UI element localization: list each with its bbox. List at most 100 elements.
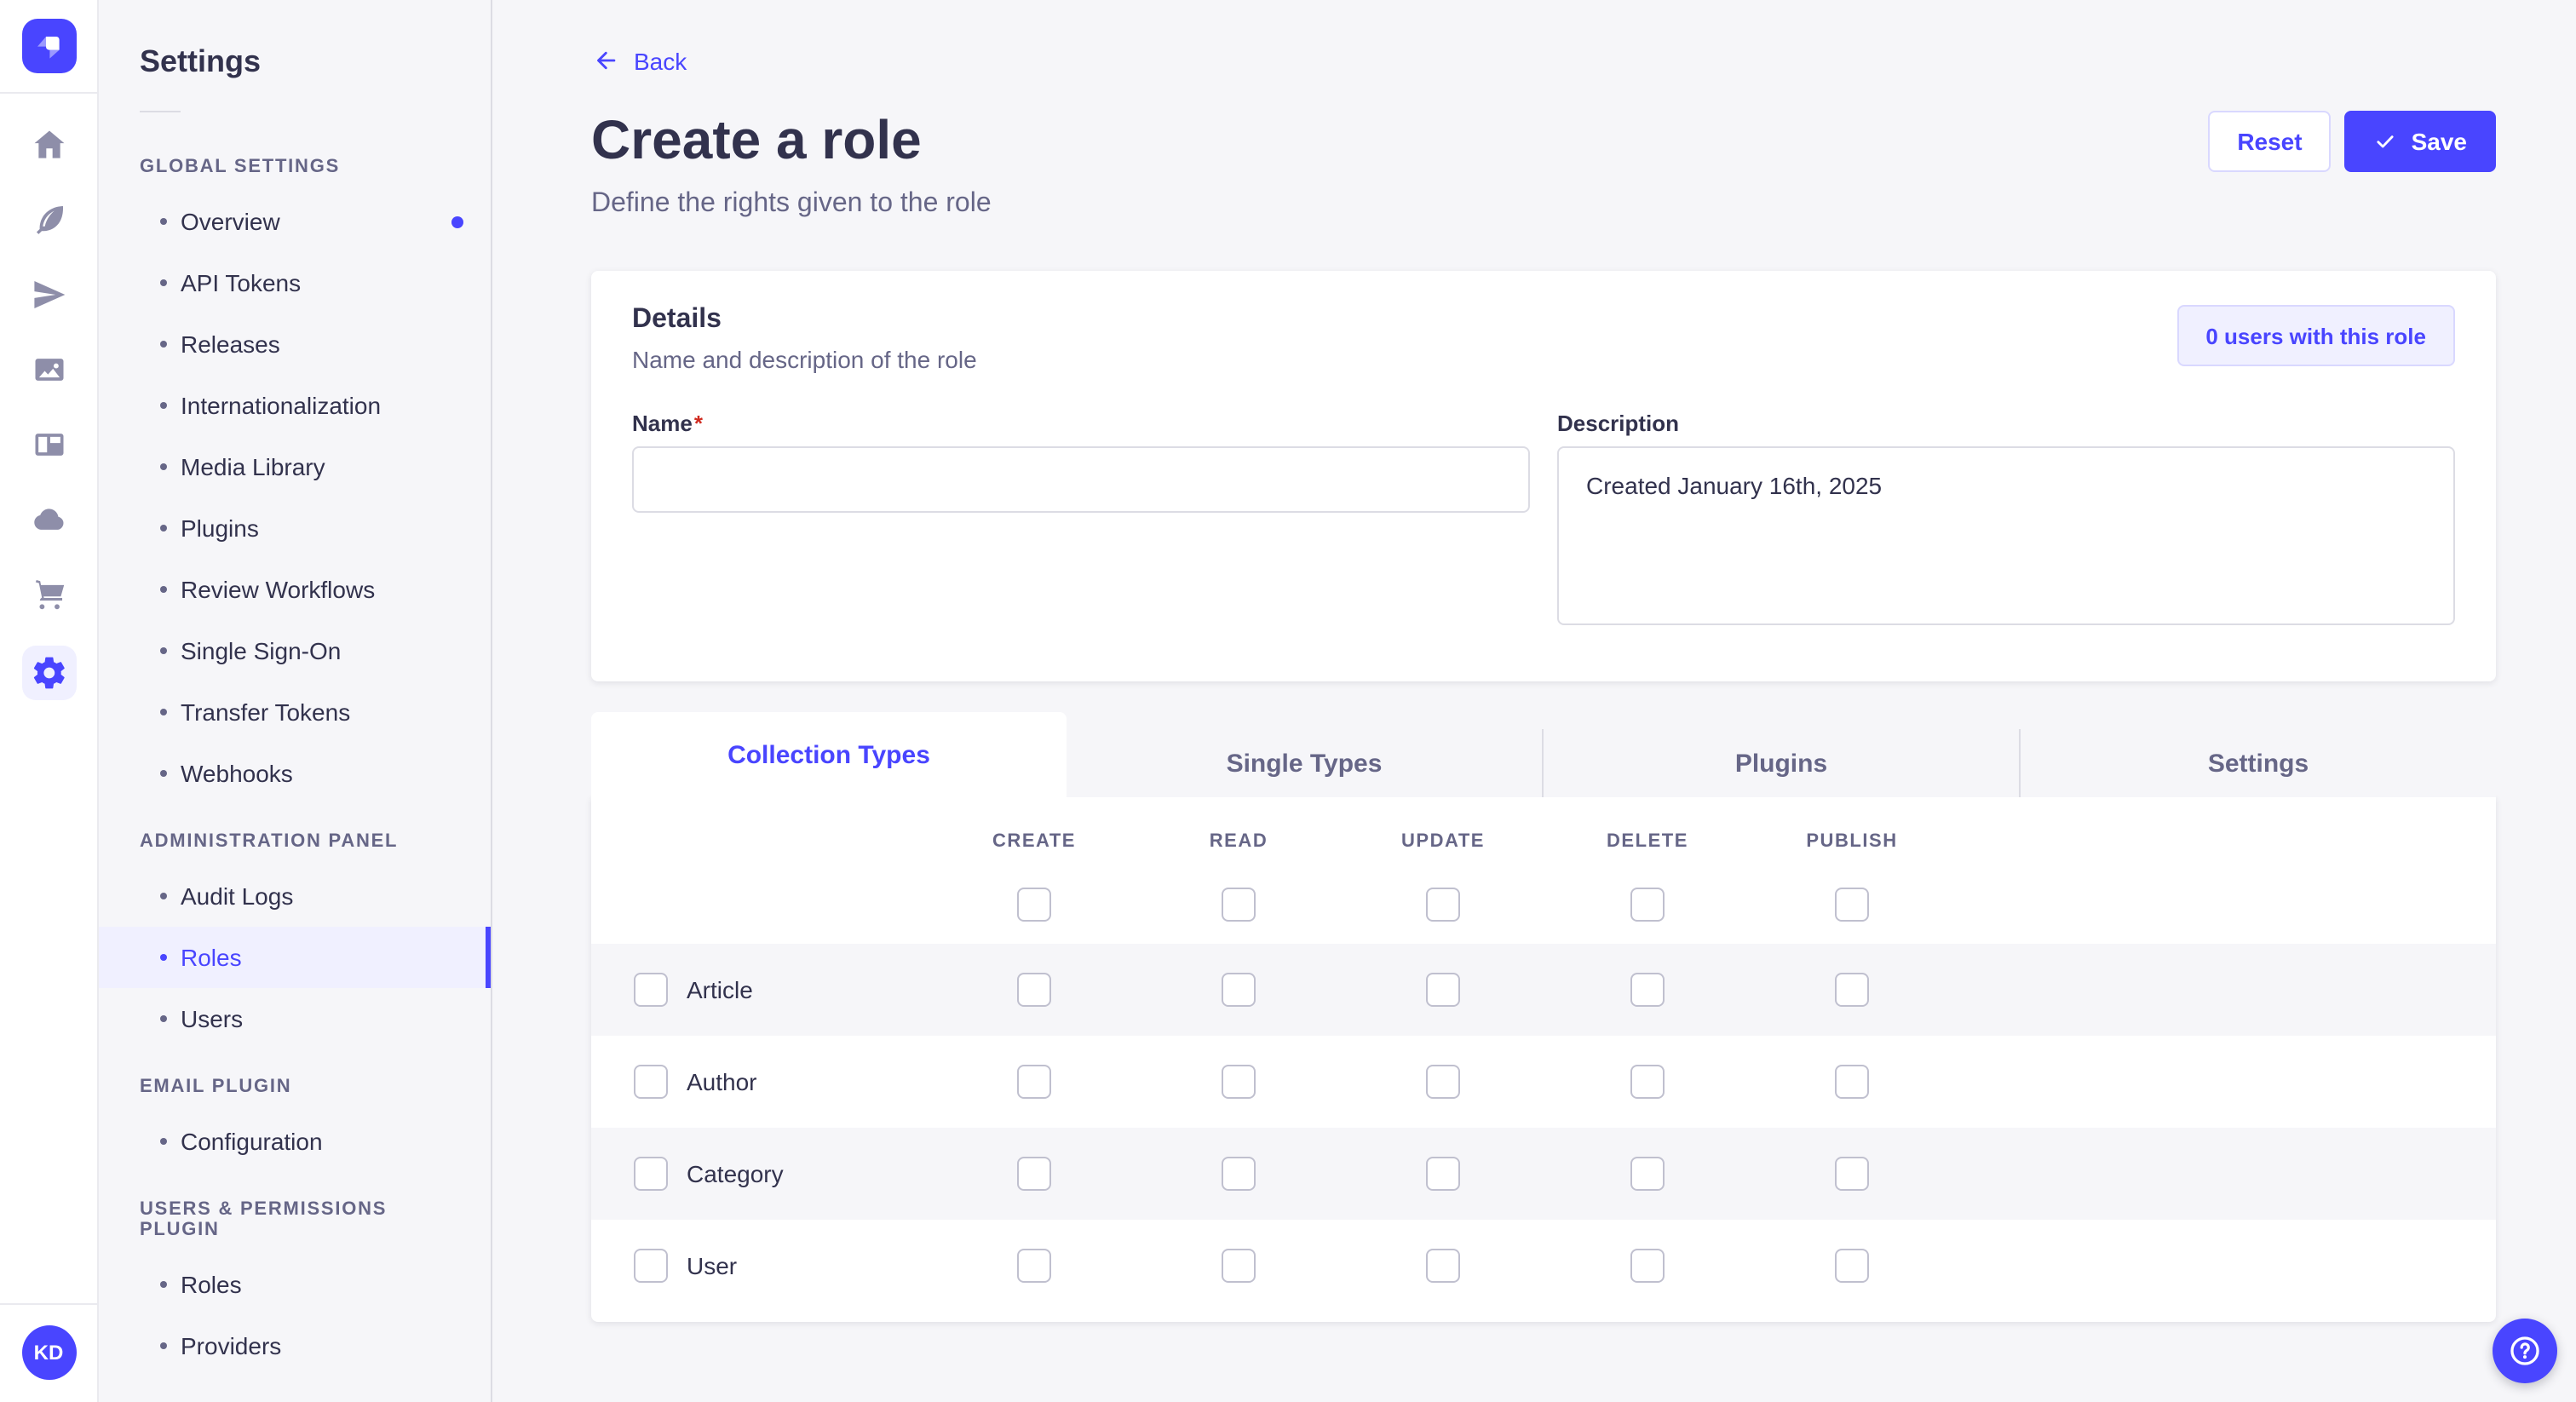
select-all-checkbox-publish[interactable] xyxy=(1835,888,1869,922)
checkbox-article-update[interactable] xyxy=(1426,973,1460,1007)
tab-settings[interactable]: Settings xyxy=(2019,729,2496,797)
select-all-checkbox-update[interactable] xyxy=(1426,888,1460,922)
save-button[interactable]: Save xyxy=(2344,111,2496,172)
bullet-icon xyxy=(160,893,167,899)
feather-icon[interactable] xyxy=(25,196,72,244)
reset-button[interactable]: Reset xyxy=(2208,111,2332,172)
permission-cell xyxy=(1136,1157,1341,1191)
details-head-text: Details Name and description of the role xyxy=(632,305,977,373)
sidebar-item-webhooks[interactable]: Webhooks xyxy=(99,743,491,804)
sidebar-item-label: Roles xyxy=(181,1271,242,1298)
name-label-text: Name xyxy=(632,411,693,436)
media-icon[interactable] xyxy=(25,346,72,394)
checkbox-user-delete[interactable] xyxy=(1630,1249,1665,1283)
sidebar-item-internationalization[interactable]: Internationalization xyxy=(99,375,491,436)
nav-section-label-global-settings: GLOBAL SETTINGS xyxy=(140,157,341,177)
sidebar-item-releases[interactable]: Releases xyxy=(99,313,491,375)
permission-cell xyxy=(1545,1249,1750,1283)
help-button[interactable] xyxy=(2493,1319,2557,1383)
strapi-logo-icon[interactable] xyxy=(21,19,76,73)
column-header-create: CREATE xyxy=(992,831,1077,852)
sidebar-item-api-tokens[interactable]: API Tokens xyxy=(99,252,491,313)
cloud-icon[interactable] xyxy=(25,496,72,543)
row-checkbox-user[interactable] xyxy=(634,1249,668,1283)
name-input[interactable] xyxy=(632,446,1530,513)
description-field-group: Description Created January 16th, 2025 xyxy=(1557,411,2455,634)
sidebar-item-users[interactable]: Users xyxy=(99,988,491,1049)
sidebar-item-overview[interactable]: Overview xyxy=(99,191,491,252)
select-all-checkbox-create[interactable] xyxy=(1017,888,1051,922)
checkbox-article-publish[interactable] xyxy=(1835,973,1869,1007)
tab-single-types[interactable]: Single Types xyxy=(1067,729,1542,797)
permission-cell xyxy=(1341,973,1545,1007)
sidebar-item-label: Webhooks xyxy=(181,760,293,787)
tab-collection-types[interactable]: Collection Types xyxy=(591,712,1067,797)
rail-bottom: KD xyxy=(0,1303,97,1402)
bullet-icon xyxy=(160,1342,167,1349)
users-with-role-button[interactable]: 0 users with this role xyxy=(2176,305,2455,366)
checkbox-category-read[interactable] xyxy=(1222,1157,1256,1191)
checkbox-user-publish[interactable] xyxy=(1835,1249,1869,1283)
sidebar-item-label: Plugins xyxy=(181,514,259,542)
gear-icon[interactable] xyxy=(21,646,76,700)
sidebar-item-providers[interactable]: Providers xyxy=(99,1315,491,1376)
sidebar-item-configuration[interactable]: Configuration xyxy=(99,1111,491,1172)
row-checkbox-article[interactable] xyxy=(634,973,668,1007)
sidebar-item-label: Internationalization xyxy=(181,392,382,419)
checkbox-user-update[interactable] xyxy=(1426,1249,1460,1283)
layout-icon[interactable] xyxy=(25,421,72,468)
checkbox-article-delete[interactable] xyxy=(1630,973,1665,1007)
checkbox-user-create[interactable] xyxy=(1017,1249,1051,1283)
sidebar-item-audit-logs[interactable]: Audit Logs xyxy=(99,865,491,927)
nav-section-label-administration-panel: ADMINISTRATION PANEL xyxy=(140,831,399,852)
row-name-cell: Category xyxy=(591,1157,932,1191)
checkbox-article-read[interactable] xyxy=(1222,973,1256,1007)
description-textarea[interactable]: Created January 16th, 2025 xyxy=(1557,446,2455,625)
cart-icon[interactable] xyxy=(25,571,72,618)
permissions-tabbar: Collection Types Single Types Plugins Setti… xyxy=(591,712,2496,797)
question-mark-icon xyxy=(2510,1336,2539,1365)
checkbox-author-create[interactable] xyxy=(1017,1065,1051,1099)
checkbox-category-update[interactable] xyxy=(1426,1157,1460,1191)
nav-sections: GLOBAL SETTINGS Overview API Tokens Release… xyxy=(99,129,491,1376)
sidebar-item-label: Releases xyxy=(181,330,280,358)
back-link[interactable]: Back xyxy=(591,46,687,75)
bullet-icon xyxy=(160,525,167,531)
sidebar-item-review-workflows[interactable]: Review Workflows xyxy=(99,559,491,620)
sidebar-item-transfer-tokens[interactable]: Transfer Tokens xyxy=(99,681,491,743)
tab-plugins[interactable]: Plugins xyxy=(1542,729,2019,797)
row-checkbox-author[interactable] xyxy=(634,1065,668,1099)
sidebar-item-label: Media Library xyxy=(181,453,325,480)
home-icon[interactable] xyxy=(25,121,72,169)
row-label: Article xyxy=(687,976,753,1003)
sidebar-item-roles[interactable]: Roles xyxy=(99,927,491,988)
sidebar-item-label: Review Workflows xyxy=(181,576,376,603)
checkbox-article-create[interactable] xyxy=(1017,973,1051,1007)
checkbox-category-publish[interactable] xyxy=(1835,1157,1869,1191)
sidebar-item-plugins[interactable]: Plugins xyxy=(99,497,491,559)
column-header-read: READ xyxy=(1209,831,1268,852)
checkbox-category-create[interactable] xyxy=(1017,1157,1051,1191)
sidebar-item-media-library[interactable]: Media Library xyxy=(99,436,491,497)
sidebar-item-roles[interactable]: Roles xyxy=(99,1254,491,1315)
column-header-update: UPDATE xyxy=(1400,831,1486,852)
sidebar-item-single-sign-on[interactable]: Single Sign-On xyxy=(99,620,491,681)
checkbox-user-read[interactable] xyxy=(1222,1249,1256,1283)
row-name-cell: Author xyxy=(591,1065,932,1099)
permission-cell xyxy=(1341,1249,1545,1283)
bullet-icon xyxy=(160,586,167,593)
checkbox-author-read[interactable] xyxy=(1222,1065,1256,1099)
checkbox-category-delete[interactable] xyxy=(1630,1157,1665,1191)
select-all-checkbox-read[interactable] xyxy=(1222,888,1256,922)
sidebar-item-label: Configuration xyxy=(181,1128,323,1155)
row-label: User xyxy=(687,1252,738,1279)
paper-plane-icon[interactable] xyxy=(25,271,72,319)
checkbox-author-delete[interactable] xyxy=(1630,1065,1665,1099)
avatar[interactable]: KD xyxy=(21,1325,76,1380)
row-checkbox-category[interactable] xyxy=(634,1157,668,1191)
select-all-checkbox-delete[interactable] xyxy=(1630,888,1665,922)
permissions-rows: Article Author Category User xyxy=(591,944,2496,1312)
row-name-cell: Article xyxy=(591,973,932,1007)
checkbox-author-update[interactable] xyxy=(1426,1065,1460,1099)
checkbox-author-publish[interactable] xyxy=(1835,1065,1869,1099)
